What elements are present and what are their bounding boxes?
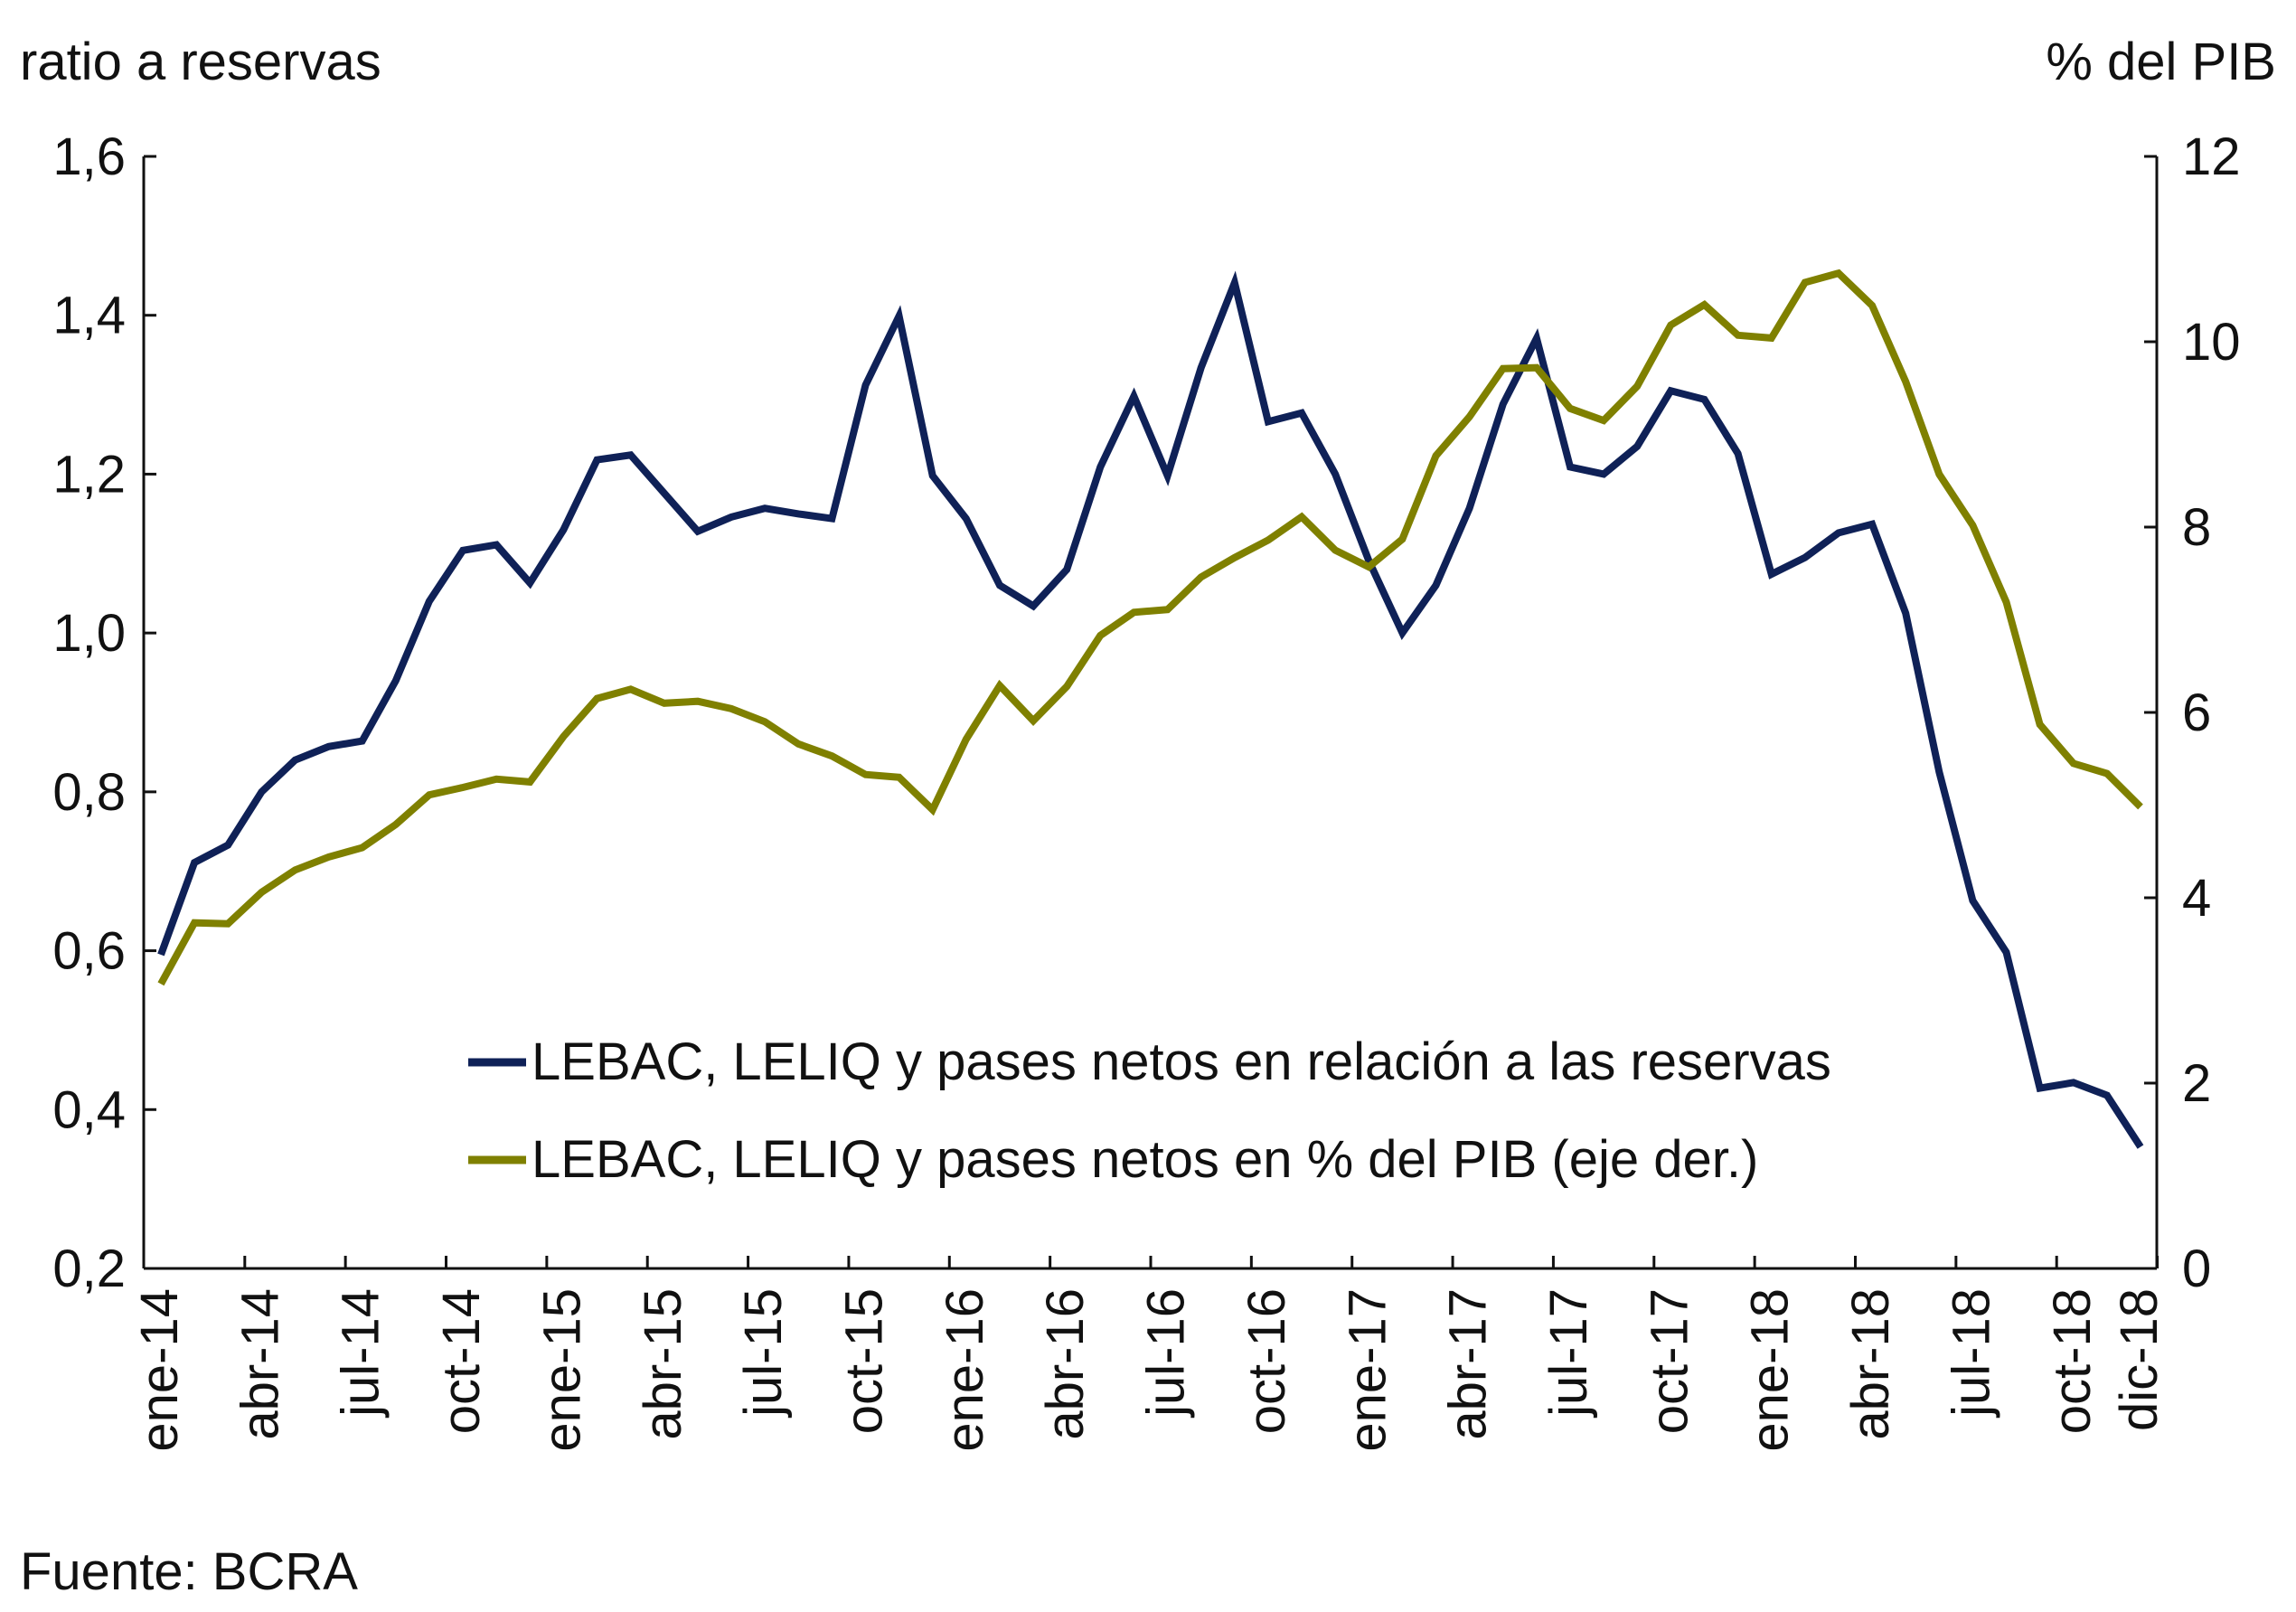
left-tick-label: 1,2 bbox=[52, 445, 126, 504]
x-tick-label: abr-15 bbox=[634, 1288, 692, 1440]
x-tick-label: jul-17 bbox=[1539, 1288, 1598, 1419]
x-tick-label: oct-14 bbox=[432, 1288, 491, 1434]
legend: LEBAC, LELIQ y pases netos en relación a… bbox=[468, 1032, 1831, 1189]
x-tick-label: ene-16 bbox=[936, 1288, 994, 1452]
x-tick-label: oct-16 bbox=[1237, 1288, 1296, 1434]
legend-label-series-1: LEBAC, LELIQ y pases netos en relación a… bbox=[532, 1032, 1831, 1091]
x-tick-label: abr-17 bbox=[1439, 1288, 1498, 1440]
x-tick-label: jul-16 bbox=[1137, 1288, 1196, 1419]
x-tick-label: dic-18 bbox=[2110, 1288, 2169, 1431]
x-tick-label: ene-17 bbox=[1338, 1288, 1397, 1452]
right-tick-label: 0 bbox=[2182, 1240, 2211, 1298]
right-tick-label: 6 bbox=[2182, 683, 2211, 742]
x-tick-label: oct-17 bbox=[1640, 1288, 1698, 1434]
right-tick-label: 4 bbox=[2182, 869, 2211, 928]
left-tick-label: 0,8 bbox=[52, 763, 126, 822]
right-tick-label: 10 bbox=[2182, 313, 2241, 372]
left-tick-label: 0,6 bbox=[52, 922, 126, 981]
right-axis-title: % del PIB bbox=[2046, 33, 2276, 91]
x-tick-label: ene-18 bbox=[1741, 1288, 1800, 1452]
source-note: Fuente: BCRA bbox=[20, 1542, 358, 1601]
x-tick-label: jul-18 bbox=[1942, 1288, 2000, 1419]
right-tick-label: 8 bbox=[2182, 498, 2211, 557]
left-tick-label: 1,4 bbox=[52, 287, 126, 345]
x-tick-label: jul-14 bbox=[332, 1288, 391, 1419]
x-tick-label: abr-18 bbox=[1841, 1288, 1900, 1440]
left-tick-label: 0,4 bbox=[52, 1080, 126, 1139]
x-tick-label: jul-15 bbox=[734, 1288, 793, 1419]
x-tick-label: oct-18 bbox=[2043, 1288, 2102, 1434]
series-line-2 bbox=[157, 269, 2143, 986]
left-tick-label: 0,2 bbox=[52, 1240, 126, 1298]
right-tick-label: 12 bbox=[2182, 127, 2241, 186]
x-tick-label: ene-14 bbox=[130, 1288, 189, 1452]
legend-label-series-2: LEBAC, LELIQ y pases netos en % del PIB … bbox=[532, 1130, 1758, 1189]
left-tick-label: 1,6 bbox=[52, 127, 126, 186]
right-tick-label: 2 bbox=[2182, 1054, 2211, 1113]
series-line-1 bbox=[157, 270, 2144, 1149]
left-axis-title: ratio a reservas bbox=[20, 33, 381, 91]
x-tick-label: abr-14 bbox=[231, 1288, 289, 1440]
left-tick-label: 1,0 bbox=[52, 604, 126, 663]
x-tick-label: oct-15 bbox=[834, 1288, 893, 1434]
x-tick-label: abr-16 bbox=[1036, 1288, 1095, 1440]
x-tick-label: ene-15 bbox=[532, 1288, 591, 1452]
